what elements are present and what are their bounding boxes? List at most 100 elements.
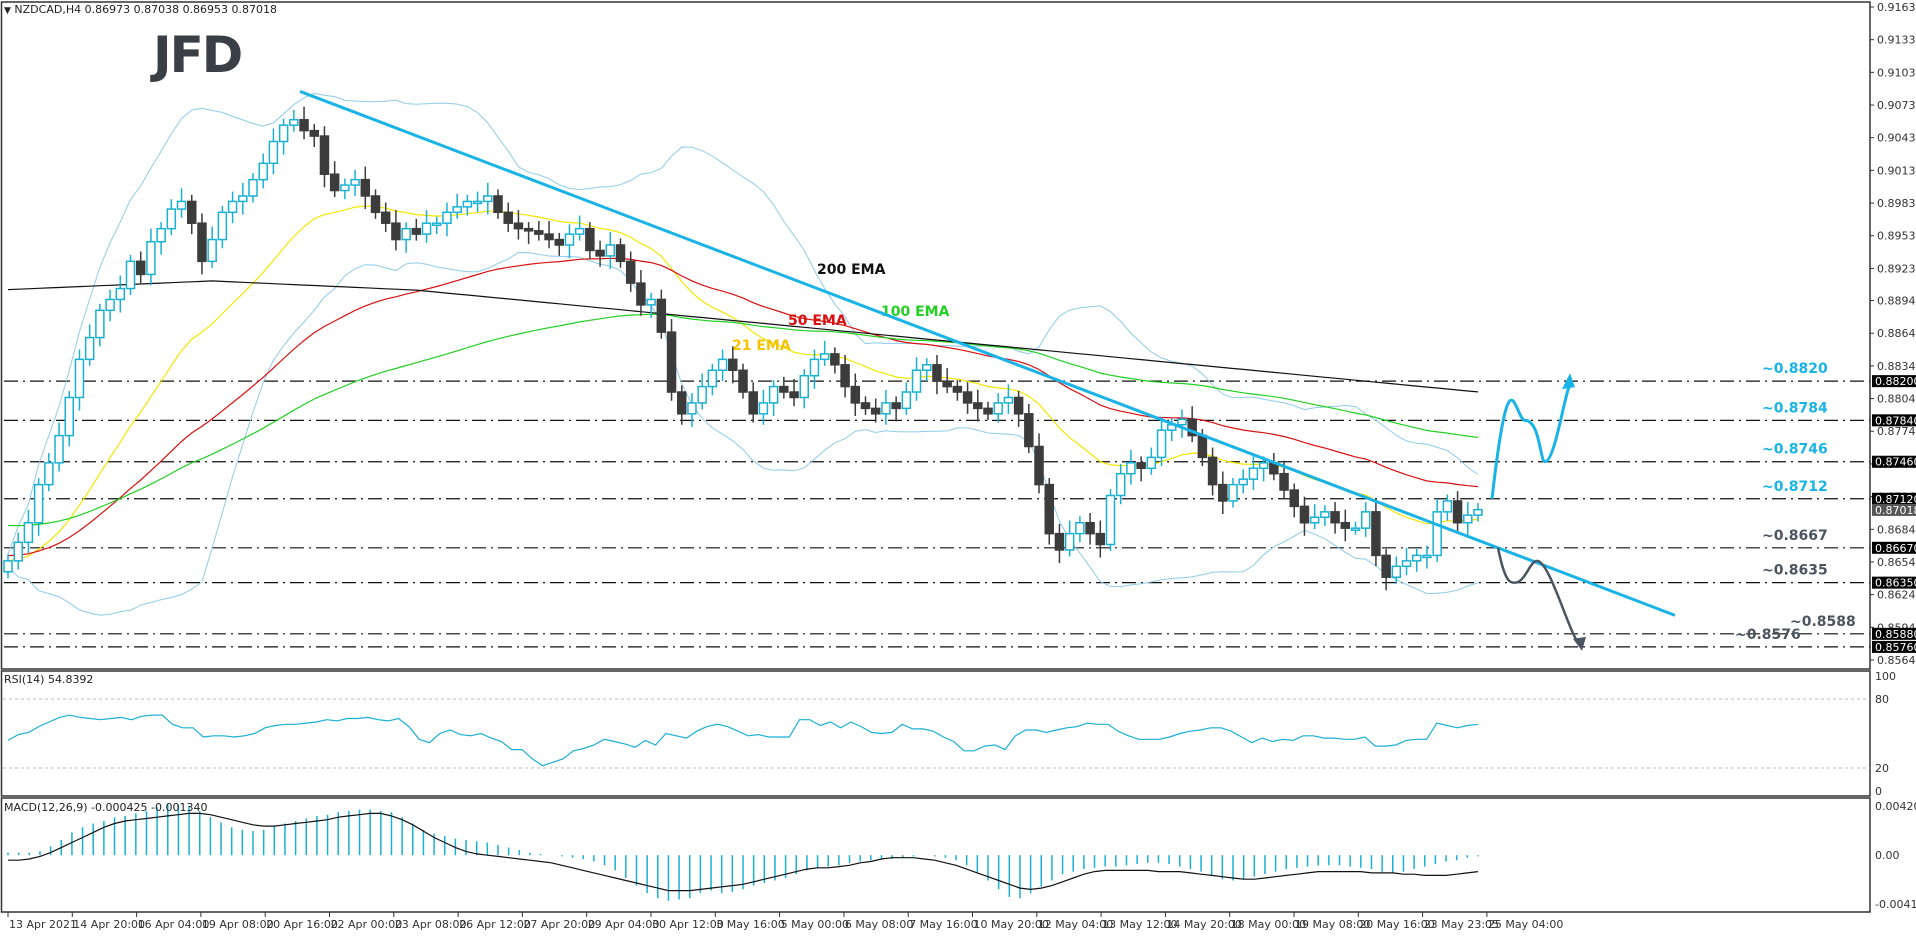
bear-candle	[1024, 413, 1034, 448]
bull-candle	[881, 402, 891, 415]
price-tick-label: 0.90435	[1877, 132, 1916, 145]
bull-candle	[1320, 511, 1330, 519]
level-label: ~0.8588	[1790, 614, 1856, 630]
jfd-logo: JFD	[153, 26, 243, 84]
bear-candle	[360, 178, 371, 197]
bull-candle	[74, 358, 85, 399]
current-price-label: 0.87018	[1875, 504, 1916, 517]
price-tick-label: 0.89835	[1877, 197, 1916, 210]
time-tick-label: 5 May 00:00	[781, 918, 849, 931]
time-tick-label: 14 Apr 20:00	[73, 918, 145, 931]
bull-candle	[1177, 418, 1187, 426]
bear-candle	[1197, 434, 1208, 459]
bear-candle	[309, 129, 319, 137]
bear-candle	[493, 195, 503, 214]
time-tick-label: 3 May 16:00	[716, 918, 784, 931]
price-box	[1872, 627, 1916, 640]
bear-candle	[656, 298, 667, 333]
bull-candle	[993, 402, 1003, 415]
main-pane-frame	[0, 1, 1871, 670]
price-tick-label: 0.89235	[1877, 262, 1916, 275]
macd-signal-line	[8, 812, 1479, 892]
rsi-label: RSI(14) 54.8392	[4, 673, 94, 686]
bear-candle	[677, 391, 687, 415]
bear-candle	[738, 369, 748, 393]
time-tick-label: 6 May 08:00	[845, 918, 913, 931]
price-box	[1872, 455, 1916, 468]
time-tick-label: 18 May 00:00	[1231, 918, 1306, 931]
bear-candle	[615, 244, 626, 263]
ema21-label: 21 EMA	[732, 338, 791, 354]
price-box-label: 0.86670	[1875, 542, 1916, 555]
time-tick-label: 30 Apr 12:00	[652, 918, 724, 931]
price-tick-label: 0.91635	[1877, 1, 1916, 14]
bull-candle	[217, 211, 228, 241]
bull-candle	[33, 483, 44, 524]
bull-candle	[207, 238, 217, 263]
price-box	[1872, 541, 1916, 554]
bear-candle	[595, 249, 605, 257]
current-price-box	[1872, 503, 1916, 516]
bear-candle	[1207, 456, 1218, 486]
ema100-label: 100 EMA	[881, 304, 950, 320]
bull-candle	[1126, 462, 1136, 475]
bearish-scenario-arrow	[1496, 547, 1581, 646]
bear-candle	[942, 380, 952, 388]
bull-candle	[1442, 500, 1453, 513]
bull-candle	[176, 200, 187, 210]
level-label: ~0.8667	[1762, 528, 1828, 544]
level-label: ~0.8784	[1762, 400, 1828, 416]
macd-label: MACD(12,26,9) -0.000425 -0.001340	[4, 801, 208, 814]
bear-candle	[932, 364, 942, 382]
time-tick-label: 19 May 08:00	[1295, 918, 1370, 931]
price-box-label: 0.87840	[1875, 414, 1916, 427]
bull-candle	[1238, 478, 1248, 486]
bear-candle	[830, 353, 840, 366]
time-tick-label: 27 Apr 20:00	[523, 918, 595, 931]
bull-candle	[95, 309, 105, 339]
bear-candle	[1452, 500, 1463, 524]
bear-candle	[523, 227, 534, 232]
time-tick-label: 13 Apr 2021	[9, 918, 77, 931]
bull-candle	[1156, 429, 1167, 459]
bull-candle	[809, 358, 820, 377]
bear-candle	[411, 227, 422, 235]
bull-candle	[44, 462, 54, 486]
bear-candle	[860, 402, 871, 410]
rsi-pane-frame	[0, 670, 1871, 797]
time-tick-label: 16 Apr 04:00	[138, 918, 210, 931]
bull-candle	[1360, 511, 1371, 529]
bear-candle	[1054, 532, 1065, 551]
ema100-line	[7, 313, 1479, 527]
bull-candle	[1309, 516, 1320, 524]
bear-candle	[870, 407, 881, 415]
bull-candle	[1064, 532, 1075, 551]
bull-candle	[819, 353, 830, 361]
bull-candle	[462, 200, 473, 208]
triangle-down-icon[interactable]: ▼	[4, 6, 11, 16]
time-tick-label: 22 Apr 00:00	[331, 918, 403, 931]
bull-candle	[227, 200, 238, 214]
bollinger-lower	[7, 251, 1479, 616]
bear-candle	[1136, 462, 1146, 470]
bear-candle	[197, 222, 207, 263]
bear-candle	[1085, 521, 1095, 535]
bull-candle	[1350, 527, 1361, 531]
bull-candle	[125, 260, 136, 290]
ema200-line	[7, 280, 1479, 393]
price-box-label: 0.85760	[1875, 641, 1916, 654]
price-box-label: 0.87460	[1875, 456, 1916, 469]
bull-candle	[350, 178, 360, 186]
bear-candle	[1095, 532, 1106, 546]
bear-candle	[1340, 521, 1351, 529]
symbol-ohlc-text: NZDCAD,H4 0.86973 0.87038 0.86953 0.8701…	[14, 3, 278, 16]
price-tick-label: 0.89535	[1877, 230, 1916, 243]
bear-candle	[135, 260, 146, 276]
time-tick-label: 12 May 04:00	[1038, 918, 1113, 931]
symbol-info-label[interactable]: ▼ NZDCAD,H4 0.86973 0.87038 0.86953 0.87…	[4, 3, 277, 16]
